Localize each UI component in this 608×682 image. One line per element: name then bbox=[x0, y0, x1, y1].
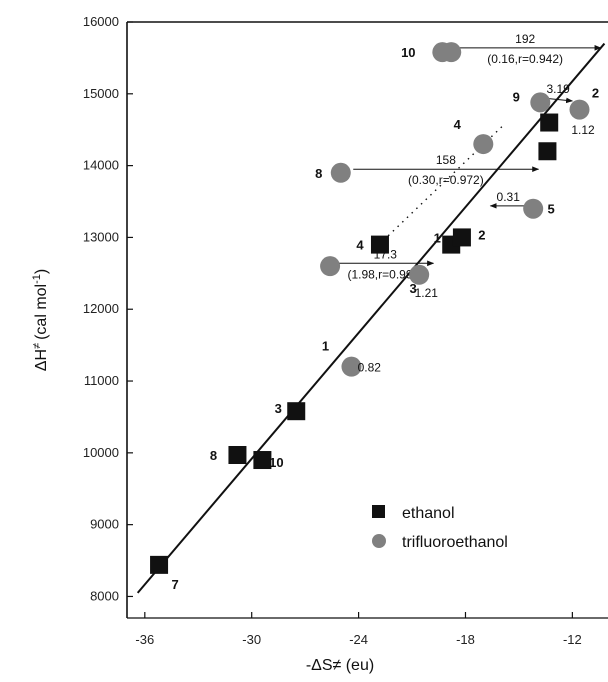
point-label: 8 bbox=[210, 448, 217, 463]
trifluoroethanol-point bbox=[523, 198, 544, 219]
point-label: 2 bbox=[478, 227, 485, 242]
y-tick-label: 10000 bbox=[83, 445, 119, 460]
ethanol-point bbox=[538, 142, 557, 161]
value-annotation: 1.21 bbox=[415, 286, 439, 300]
y-tick-label: 15000 bbox=[83, 86, 119, 101]
legend-trifluoroethanol-label: trifluoroethanol bbox=[402, 534, 508, 551]
regression-line bbox=[136, 42, 606, 594]
legend-ethanol-marker bbox=[372, 505, 385, 518]
trifluoroethanol-point bbox=[409, 264, 430, 285]
arrow-value-label: 3.19 bbox=[546, 82, 570, 96]
x-tick-label: -36 bbox=[135, 632, 154, 647]
trifluoroethanol-point bbox=[473, 134, 494, 155]
annotation-arrows: 192(0.16,r=0.942)3.19158(0.30,r=0.972)0.… bbox=[337, 32, 602, 281]
y-tick-label: 12000 bbox=[83, 301, 119, 316]
point-label: 2 bbox=[592, 86, 599, 101]
x-tick-label: -30 bbox=[242, 632, 261, 647]
arrow-stats-label: (0.16,r=0.942) bbox=[487, 52, 563, 66]
fit-lines bbox=[136, 42, 606, 594]
arrow-stats-label: (1.98,r=0.993) bbox=[347, 267, 423, 281]
x-axis-title: -ΔS≠ (eu) bbox=[306, 657, 374, 674]
legend: ethanol trifluoroethanol bbox=[372, 505, 508, 551]
y-tick-label: 9000 bbox=[90, 517, 119, 532]
point-label: 10 bbox=[401, 45, 415, 60]
trifluoroethanol-point bbox=[569, 99, 590, 120]
ethanol-point bbox=[253, 451, 272, 470]
ethanol-point bbox=[370, 235, 389, 254]
arrow-stats-label: (0.30,r=0.972) bbox=[408, 173, 484, 187]
trifluoroethanol-point bbox=[330, 162, 351, 183]
y-tick-label: 16000 bbox=[83, 14, 119, 29]
y-tick-label: 11000 bbox=[84, 373, 119, 388]
y-tick-label: 13000 bbox=[83, 229, 119, 244]
y-tick-label: 8000 bbox=[90, 588, 119, 603]
value-annotation: 0.82 bbox=[358, 361, 382, 375]
point-label: 3 bbox=[410, 281, 417, 296]
x-axis: -36 -30 -24 -18 -12 bbox=[135, 612, 582, 647]
trifluoroethanol-point bbox=[530, 92, 551, 113]
point-label: 9 bbox=[513, 89, 520, 104]
point-label: 1 bbox=[434, 231, 441, 246]
ethanol-point bbox=[150, 555, 169, 574]
arrow-value-label: 192 bbox=[515, 32, 535, 46]
value-annotation: 1.12 bbox=[571, 123, 595, 137]
point-label: 4 bbox=[454, 117, 462, 132]
point-label: 5 bbox=[548, 202, 555, 217]
arrow-value-label: 158 bbox=[436, 153, 456, 167]
ethanol-point bbox=[228, 445, 247, 464]
point-label: 4 bbox=[356, 238, 364, 253]
legend-trifluoroethanol-marker bbox=[372, 534, 386, 548]
point-label: 3 bbox=[275, 401, 282, 416]
legend-ethanol-label: ethanol bbox=[402, 505, 455, 522]
x-tick-label: -18 bbox=[456, 632, 475, 647]
ethanol-point bbox=[287, 402, 306, 421]
x-tick-label: -12 bbox=[563, 632, 582, 647]
ethanol-point bbox=[452, 228, 471, 247]
point-label: 1 bbox=[322, 339, 329, 354]
point-label: 8 bbox=[315, 166, 322, 181]
point-label: 7 bbox=[171, 577, 178, 592]
trifluoroethanol-point bbox=[441, 42, 462, 63]
arrow-value-label: 0.31 bbox=[497, 190, 521, 204]
plot-frame bbox=[126, 21, 608, 619]
trifluoroethanol-point bbox=[341, 356, 362, 377]
ethanol-point bbox=[540, 113, 559, 132]
data-points bbox=[150, 42, 590, 574]
y-axis: 8000 9000 10000 11000 12000 13000 14000 15000 16… bbox=[83, 14, 133, 603]
point-labels: 7 8 10 3 4 1 2 1 3 8 4 5 10 9 2 0.82 1.21 1.12 bbox=[171, 45, 599, 592]
point-label: 10 bbox=[269, 455, 283, 470]
y-axis-title: ΔH≠(cal mol-1) bbox=[31, 269, 50, 371]
x-tick-label: -24 bbox=[349, 632, 368, 647]
trifluoroethanol-point bbox=[320, 256, 341, 277]
y-tick-label: 14000 bbox=[83, 158, 119, 173]
